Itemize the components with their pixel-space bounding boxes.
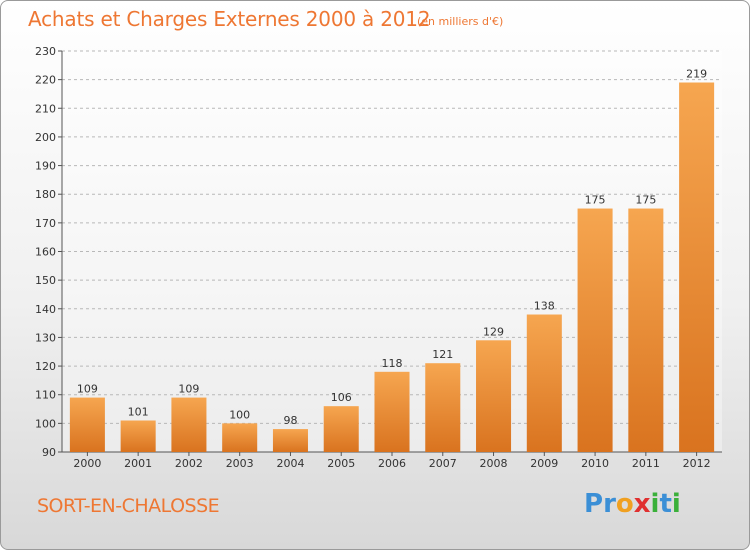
bar-value-label: 118 [382, 357, 403, 370]
logo-letter: t [659, 489, 672, 519]
logo-letter: i [671, 489, 681, 519]
y-tick-label: 140 [35, 303, 56, 316]
y-tick-label: 150 [35, 274, 56, 287]
bar [577, 208, 613, 452]
x-tick-label: 2005 [327, 457, 355, 470]
bar-value-label: 98 [283, 414, 297, 427]
bar-value-label: 129 [483, 325, 504, 338]
bar [374, 371, 410, 452]
commune-name: SORT-EN-CHALOSSE [37, 495, 220, 517]
bar-value-label: 109 [178, 383, 199, 396]
bar-value-label: 100 [229, 408, 250, 421]
bar [323, 406, 359, 452]
bar [679, 82, 715, 452]
x-tick-label: 2000 [73, 457, 101, 470]
x-tick-label: 2006 [378, 457, 406, 470]
bar-value-label: 106 [331, 391, 352, 404]
bar [628, 208, 664, 452]
bar [425, 363, 461, 452]
y-tick-label: 190 [35, 160, 56, 173]
bar-value-label: 175 [585, 194, 606, 207]
x-tick-label: 2001 [124, 457, 152, 470]
y-tick-label: 180 [35, 188, 56, 201]
logo-letter: r [603, 489, 616, 519]
logo-letter: i [650, 489, 660, 519]
bar-value-label: 138 [534, 300, 555, 313]
chart-subtitle: (en milliers d'€) [417, 15, 504, 28]
y-tick-label: 200 [35, 131, 56, 144]
logo-letter: P [584, 489, 604, 519]
y-tick-label: 100 [35, 417, 56, 430]
bar [222, 423, 258, 452]
x-tick-label: 2002 [175, 457, 203, 470]
logo-letter: x [633, 489, 651, 519]
x-tick-label: 2004 [276, 457, 304, 470]
x-tick-label: 2010 [581, 457, 609, 470]
bar-value-label: 175 [635, 194, 656, 207]
y-tick-label: 110 [35, 389, 56, 402]
x-tick-label: 2011 [632, 457, 660, 470]
y-tick-label: 170 [35, 217, 56, 230]
y-tick-label: 120 [35, 360, 56, 373]
bar [69, 397, 105, 452]
y-tick-label: 210 [35, 102, 56, 115]
logo-letter: o [615, 489, 634, 519]
bar [526, 314, 562, 452]
y-tick-label: 160 [35, 246, 56, 259]
bar [120, 420, 156, 452]
bar-value-label: 101 [128, 405, 149, 418]
chart-title: Achats et Charges Externes 2000 à 2012 [28, 7, 431, 31]
y-tick-label: 230 [35, 45, 56, 58]
x-tick-label: 2012 [683, 457, 711, 470]
y-tick-label: 220 [35, 74, 56, 87]
x-tick-label: 2003 [226, 457, 254, 470]
proxiti-logo[interactable]: Proxiti [584, 489, 681, 519]
bar [171, 397, 207, 452]
y-tick-label: 130 [35, 331, 56, 344]
bar [272, 429, 308, 452]
bar-value-label: 109 [77, 383, 98, 396]
bar [476, 340, 512, 452]
bar-value-label: 121 [432, 348, 453, 361]
x-tick-label: 2007 [429, 457, 457, 470]
x-tick-label: 2009 [530, 457, 558, 470]
x-tick-label: 2008 [480, 457, 508, 470]
bar-value-label: 219 [686, 68, 707, 81]
y-tick-label: 90 [42, 446, 56, 459]
